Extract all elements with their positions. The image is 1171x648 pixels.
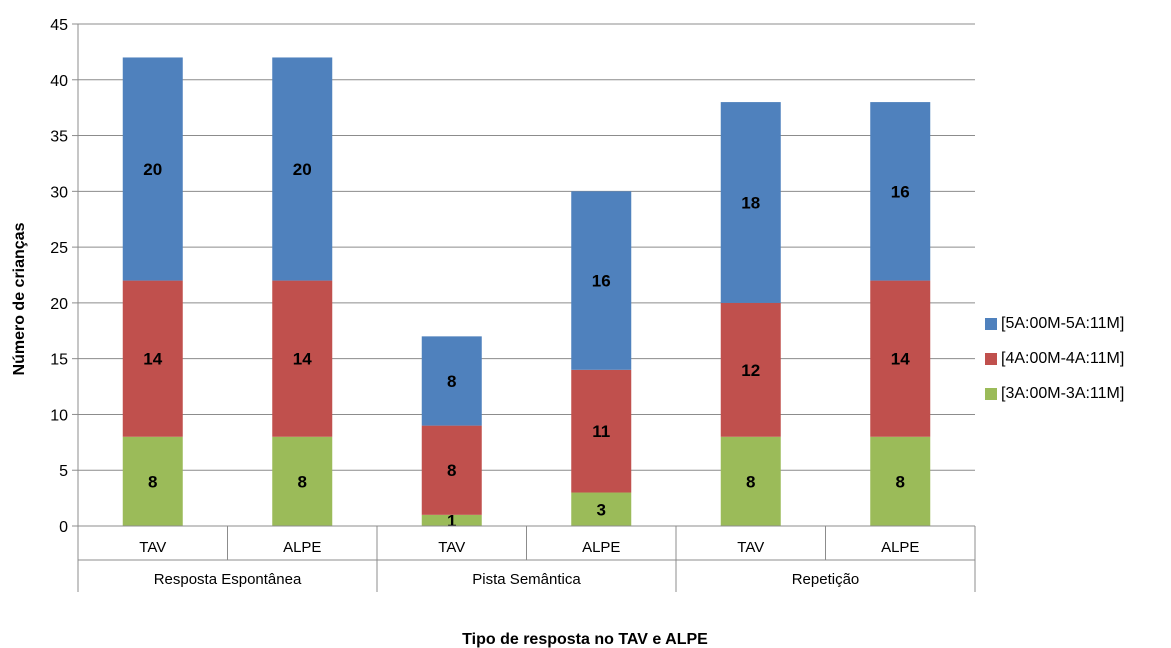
bar-segment [421, 336, 482, 426]
y-tick-label: 20 [50, 296, 68, 313]
legend-item: [5A:00M-5A:11M] [985, 306, 1124, 341]
y-axis-ticks: 0 5 10 15 20 25 30 35 40 45 [50, 17, 68, 536]
y-tick-label: 15 [50, 352, 68, 369]
data-label: 1 [447, 511, 456, 530]
x-axis-title: Tipo de resposta no TAV e ALPE [462, 631, 708, 648]
x-category-label: ALPE [881, 539, 919, 556]
x-category-label: TAV [139, 539, 166, 556]
legend-label: [5A:00M-5A:11M] [1001, 314, 1125, 332]
data-label: 11 [592, 422, 610, 441]
x-category-label: TAV [737, 539, 764, 556]
y-tick-label: 35 [50, 129, 68, 146]
x-category-label: ALPE [582, 539, 620, 556]
data-label: 14 [293, 350, 312, 369]
x-category-label: TAV [438, 539, 465, 556]
bar-segment [870, 436, 931, 526]
data-label: 3 [597, 500, 606, 519]
data-label: 20 [293, 160, 312, 179]
data-label: 18 [741, 193, 760, 212]
bar-segment [272, 57, 333, 281]
bar-segment [421, 425, 482, 515]
legend: [5A:00M-5A:11M] [4A:00M-4A:11M] [3A:00M-3A… [985, 306, 1124, 411]
y-tick-label: 30 [50, 184, 68, 201]
bar-segment [272, 436, 333, 526]
x-group-label: Resposta Espontânea [154, 571, 302, 588]
legend-swatch [985, 317, 997, 330]
bar-segment [122, 436, 183, 526]
bar-segment [571, 369, 632, 493]
x-group-label: Repetição [792, 571, 860, 588]
data-label: 8 [298, 472, 307, 491]
data-label: 14 [891, 350, 910, 369]
bar-segment [720, 302, 781, 437]
data-label: 8 [746, 472, 755, 491]
y-tick-label: 45 [50, 17, 68, 34]
y-tick-label: 40 [50, 73, 68, 90]
y-tick-label: 0 [59, 519, 68, 536]
x-axis: TAV ALPE TAV ALPE TAV ALPE Resposta Espontânea… [77, 525, 976, 592]
y-axis-title: Número de crianças [11, 222, 28, 375]
bar-segment [122, 280, 183, 437]
legend-item: [4A:00M-4A:11M] [985, 341, 1124, 376]
data-label: 12 [741, 361, 760, 380]
legend-label: [3A:00M-3A:11M] [1001, 384, 1125, 402]
y-tick-label: 10 [50, 407, 68, 424]
bar-segment [571, 492, 632, 526]
bar-segment [720, 436, 781, 526]
data-label: 8 [148, 472, 157, 491]
bar-segment [720, 102, 781, 303]
legend-swatch [985, 387, 997, 400]
gridlines [72, 23, 975, 527]
legend-label: [4A:00M-4A:11M] [1001, 349, 1125, 367]
legend-item: [3A:00M-3A:11M] [985, 376, 1124, 411]
data-label: 8 [896, 472, 905, 491]
bar-segment [272, 280, 333, 437]
bar-segment [571, 191, 632, 370]
legend-swatch [985, 352, 997, 365]
x-category-label: ALPE [283, 539, 321, 556]
bars [122, 57, 931, 526]
data-label: 16 [891, 182, 910, 201]
bar-segment [870, 102, 931, 281]
bar-segment [122, 57, 183, 281]
data-label: 14 [143, 350, 162, 369]
data-label: 16 [592, 272, 611, 291]
data-label: 8 [447, 461, 456, 480]
data-label: 20 [143, 160, 162, 179]
x-group-label: Pista Semântica [472, 571, 581, 588]
y-tick-label: 25 [50, 240, 68, 257]
y-tick-label: 5 [59, 463, 68, 480]
bar-segment [421, 514, 482, 526]
data-label: 8 [447, 372, 456, 391]
bar-segment [870, 280, 931, 437]
